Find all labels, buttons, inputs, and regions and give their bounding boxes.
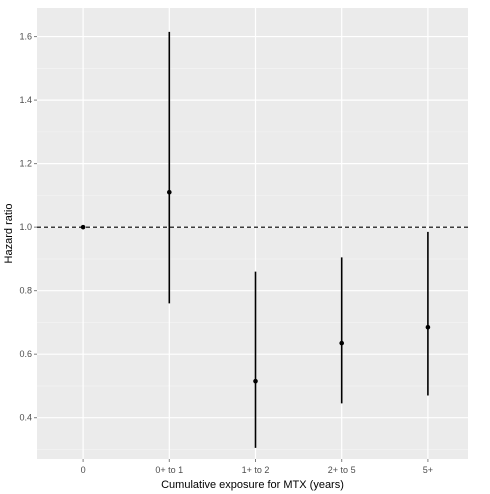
x-tick-label: 0+ to 1 [155,465,183,475]
x-tick-label: 0 [81,465,86,475]
x-tick-label: 2+ to 5 [328,465,356,475]
data-marks [80,31,431,448]
x-tick-label: 5+ [423,465,433,475]
y-tick-label: 1.2 [19,159,32,169]
point-estimate [339,340,345,346]
point-estimate [425,324,431,330]
y-tick-label: 0.6 [19,349,32,359]
y-tick-label: 1.0 [19,222,32,232]
x-tick-label: 1+ to 2 [242,465,270,475]
y-axis-title: Hazard ratio [3,204,15,264]
point-estimate [253,378,258,384]
x-axis-title: Cumulative exposure for MTX (years) [161,479,344,491]
y-tick-label: 0.4 [19,413,32,423]
x-axis: 0 0+ to 1 1+ to 2 2+ to 5 5+ [81,459,433,475]
y-tick-label: 1.4 [19,95,32,105]
plot-panel [37,8,468,459]
y-tick-label: 0.8 [19,286,32,296]
y-axis: 0.4 0.6 0.8 1.0 1.2 1.4 1.6 [19,32,37,423]
point-estimate [80,224,86,230]
point-estimate [167,189,172,195]
y-tick-label: 1.6 [19,32,32,42]
